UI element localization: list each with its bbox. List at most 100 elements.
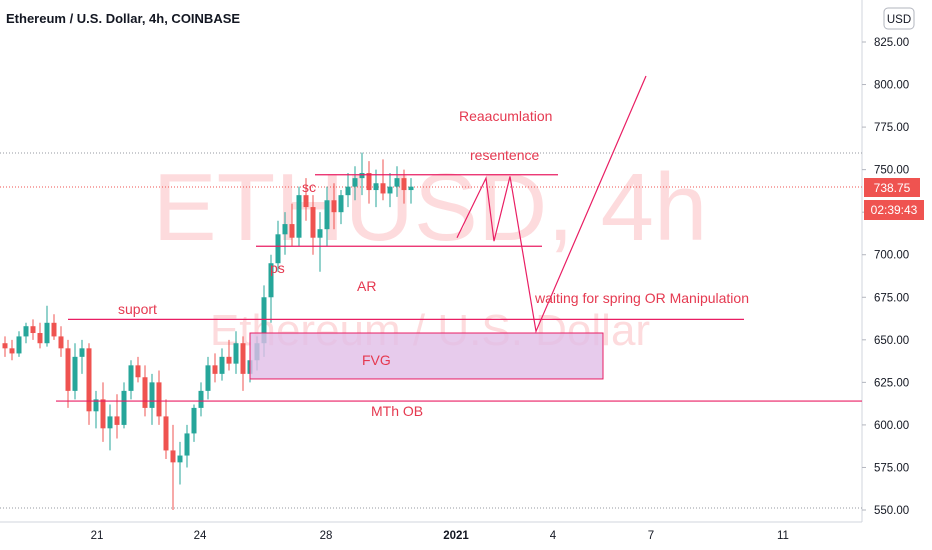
candle-body xyxy=(380,183,386,194)
plot-background xyxy=(0,0,862,550)
candle-body xyxy=(359,173,365,179)
price-tick-label: 675.00 xyxy=(874,292,909,304)
annotation-resistance: resentence xyxy=(470,147,539,163)
price-axis-background xyxy=(862,0,932,550)
candle-body xyxy=(331,200,337,213)
candle-body xyxy=(296,195,302,238)
candle-body xyxy=(128,365,134,391)
time-tick-label: 24 xyxy=(194,530,207,542)
candle-body xyxy=(2,343,8,349)
price-tick-label: 625.00 xyxy=(874,377,909,389)
candle-body xyxy=(93,399,99,412)
candle-body xyxy=(289,224,295,238)
currency-label: USD xyxy=(887,14,911,26)
price-tick-label: 650.00 xyxy=(874,335,909,347)
annotation-reaccumulation: Reaacumlation xyxy=(459,108,552,124)
last-price-badge xyxy=(864,178,920,197)
candle-body xyxy=(58,336,64,349)
candle-body xyxy=(107,416,113,429)
last-price-label: 738.75 xyxy=(874,181,911,195)
candle-body xyxy=(135,365,141,378)
candle-body xyxy=(170,450,176,463)
annotation-ps: ps xyxy=(270,260,285,276)
candle-body xyxy=(233,343,239,364)
candle-body xyxy=(226,356,232,364)
projection-path[interactable] xyxy=(456,75,647,334)
candle-body xyxy=(72,356,78,391)
candle-body xyxy=(275,234,281,264)
annotations-layer: Reaacumlation resentence sc ps AR waiting for… xyxy=(118,108,749,419)
annotation-fvg: FVG xyxy=(362,352,391,368)
candle-body xyxy=(310,207,316,238)
candle-body xyxy=(198,390,204,408)
time-tick-label: 4 xyxy=(550,530,557,542)
watermark-symbol: ETHUSD, 4h xyxy=(153,154,708,261)
candle-body xyxy=(163,416,169,451)
fvg-box[interactable] xyxy=(249,332,604,380)
candle-body xyxy=(261,297,267,344)
candle-body xyxy=(156,382,162,417)
candle-body xyxy=(86,348,92,412)
candle-body xyxy=(303,195,309,208)
candle-body xyxy=(191,407,197,434)
candle-body xyxy=(366,173,372,191)
candle-body xyxy=(212,365,218,374)
price-tick-label: 825.00 xyxy=(874,37,909,49)
candle-body xyxy=(44,322,50,344)
price-tick-label: 775.00 xyxy=(874,122,909,134)
candle-body xyxy=(240,343,246,374)
candle-body xyxy=(100,399,106,429)
countdown-label: 02:39:43 xyxy=(871,203,918,217)
candle-body xyxy=(373,183,379,191)
candle-body xyxy=(142,377,148,408)
candle-body xyxy=(401,178,407,191)
time-tick-label: 28 xyxy=(320,530,333,542)
annotation-support: suport xyxy=(118,301,157,317)
annotation-mth-ob: MTh OB xyxy=(371,403,423,419)
drawings-layer[interactable] xyxy=(56,75,862,402)
annotation-ar: AR xyxy=(357,278,376,294)
chart-title: Ethereum / U.S. Dollar, 4h, COINBASE xyxy=(6,11,240,26)
annotation-spring: waiting for spring OR Manipulation xyxy=(534,290,749,306)
time-tick-label: 2021 xyxy=(443,530,469,542)
candle-body xyxy=(65,348,71,391)
candle-body xyxy=(51,322,57,337)
candle-body xyxy=(9,348,15,354)
candle-body xyxy=(149,382,155,408)
candle-body xyxy=(121,390,127,425)
countdown-badge xyxy=(864,200,924,220)
time-tick-label: 11 xyxy=(777,530,789,542)
annotation-sc: sc xyxy=(302,179,316,195)
candle-body xyxy=(23,326,29,337)
price-tick-label: 575.00 xyxy=(874,462,909,474)
price-tick-label: 800.00 xyxy=(874,80,909,92)
price-tick-label: 550.00 xyxy=(874,505,909,517)
candle-body xyxy=(387,186,393,194)
price-tick-label: 700.00 xyxy=(874,250,909,262)
candle-body xyxy=(338,195,344,213)
price-tick-label: 750.00 xyxy=(874,165,909,177)
candle-body xyxy=(114,416,120,425)
currency-button[interactable] xyxy=(883,7,915,30)
candle-body xyxy=(219,356,225,374)
candle-body xyxy=(268,263,274,298)
candle-body xyxy=(408,186,414,191)
candle-body xyxy=(184,433,190,456)
candle-body xyxy=(16,336,22,354)
candles-layer xyxy=(2,152,414,510)
candle-body xyxy=(352,178,358,187)
candle-body xyxy=(324,200,330,230)
price-tick-label: 600.00 xyxy=(874,420,909,432)
candle-body xyxy=(394,178,400,187)
time-tick-label: 7 xyxy=(648,530,654,542)
candle-body xyxy=(30,326,36,334)
candle-body xyxy=(317,229,323,238)
candle-body xyxy=(37,333,43,344)
time-tick-label: 21 xyxy=(91,530,104,542)
time-axis[interactable]: 21 24 28 2021 4 7 11 xyxy=(91,530,789,542)
candle-body xyxy=(345,186,351,196)
candle-body xyxy=(177,455,183,463)
candle-body xyxy=(205,365,211,391)
candle-body xyxy=(79,348,85,357)
